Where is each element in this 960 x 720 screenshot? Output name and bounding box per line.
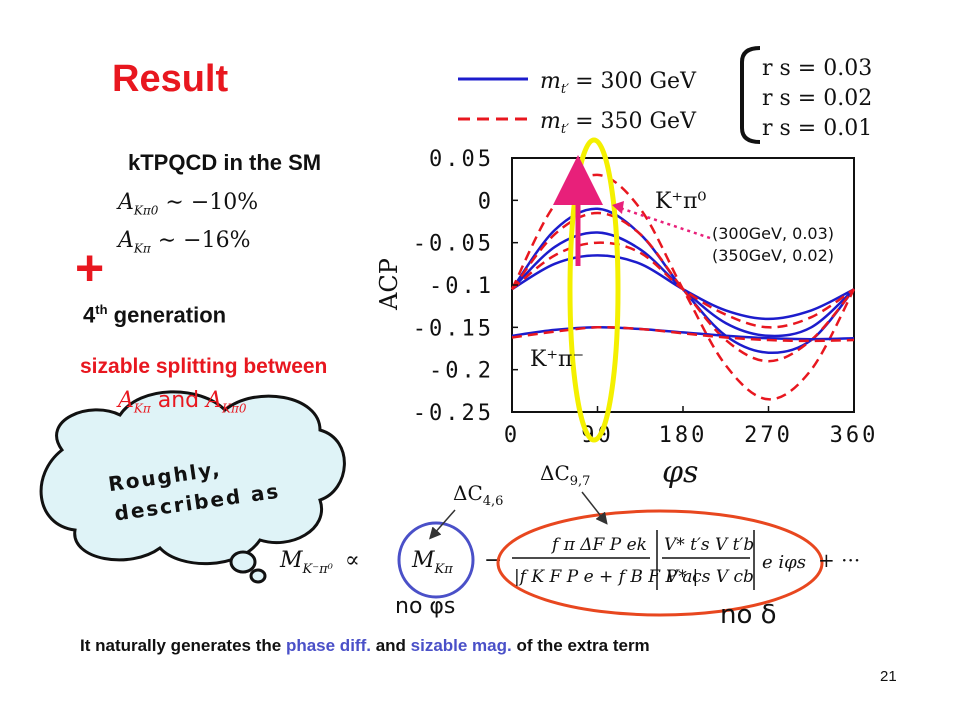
y-tick-label: -0.25 — [413, 401, 494, 426]
x-tick-label: 270 — [744, 423, 793, 448]
series-line-4 — [511, 211, 855, 363]
formula-m-kpi: MKπ — [411, 548, 453, 577]
sm-label: kTPQCD in the SM — [128, 150, 322, 175]
legend-label-350: mt′ = 350 GeV — [540, 109, 697, 137]
kpi-label: K⁺π⁻ — [530, 347, 584, 372]
sm-value-kpi: AKπ ∼ −16% — [118, 228, 251, 256]
y-tick-label: 0 — [478, 189, 494, 214]
slide-title: Result — [112, 58, 229, 100]
formula-ckm-num: V* t′s V t′b — [664, 535, 754, 555]
no-delta-label: no δ — [720, 600, 777, 630]
formula-numerator: f π ΔF P ek — [550, 535, 647, 555]
y-tick-label: 0.05 — [429, 147, 494, 172]
delta-c46-arrow — [429, 509, 456, 540]
formula-lhs: MK⁻π⁰ ∝ — [279, 548, 360, 577]
delta-c97-arrow — [581, 491, 608, 525]
splitting-label: sizable splitting between — [80, 355, 328, 378]
y-tick-label: -0.2 — [429, 359, 494, 384]
thought-bubble-dot-1 — [229, 550, 257, 574]
no-phi-label: no φs — [395, 594, 455, 619]
chart-series — [510, 173, 856, 401]
delta-c97: ΔC9,7 — [540, 461, 590, 489]
x-tick-label: 360 — [830, 423, 879, 448]
delta-c46: ΔC4,6 — [453, 481, 503, 509]
kpi0-label: K⁺π⁰ — [655, 189, 707, 214]
extra-term-oval — [496, 509, 824, 617]
thought-bubble-dot-2 — [249, 568, 267, 584]
page-number: 21 — [880, 668, 897, 685]
legend-label-300: mt′ = 300 GeV — [540, 69, 697, 97]
series-line-5 — [511, 241, 855, 329]
point2-label: (350GeV, 0.02) — [712, 246, 834, 265]
formula-ckm-den: V* cs V cb — [666, 567, 754, 587]
point-pointer — [619, 206, 711, 240]
y-tick-label: -0.15 — [413, 316, 494, 341]
formula-denominator: |f K F P e + f B F P a| — [514, 567, 698, 587]
formula-tail: + ··· — [818, 548, 860, 572]
bottom-note: It naturally generates the phase diff. a… — [80, 636, 650, 655]
x-axis-label: φs — [662, 455, 698, 490]
m-kpi-circle — [397, 521, 475, 599]
rs-value-1: r s = 0.03 — [762, 56, 872, 81]
sm-value-kpi0: AKπ0 ∼ −10% — [118, 190, 259, 218]
y-tick-label: -0.1 — [429, 274, 494, 299]
highlight-oval — [567, 137, 621, 443]
thought-bubble — [39, 390, 346, 565]
y-axis-label: ACP — [375, 258, 403, 311]
x-tick-label: 0 — [504, 423, 520, 448]
point1-label: (300GeV, 0.03) — [712, 224, 834, 243]
series-line-6 — [511, 326, 855, 341]
series-line-7 — [511, 325, 855, 343]
formula-phase: e iφs — [762, 552, 806, 573]
rs-value-3: r s = 0.01 — [762, 116, 872, 141]
x-tick-label: 180 — [659, 423, 708, 448]
point-pointer-head — [612, 201, 624, 214]
y-tick-label: -0.05 — [413, 232, 494, 257]
plus-sign: + — [75, 240, 105, 296]
rs-bracket — [740, 46, 761, 144]
splitting-formula: AKπ and AKπ0 — [118, 388, 247, 416]
rs-value-2: r s = 0.02 — [762, 86, 872, 111]
fourth-generation-label: 4th generation — [83, 302, 227, 328]
